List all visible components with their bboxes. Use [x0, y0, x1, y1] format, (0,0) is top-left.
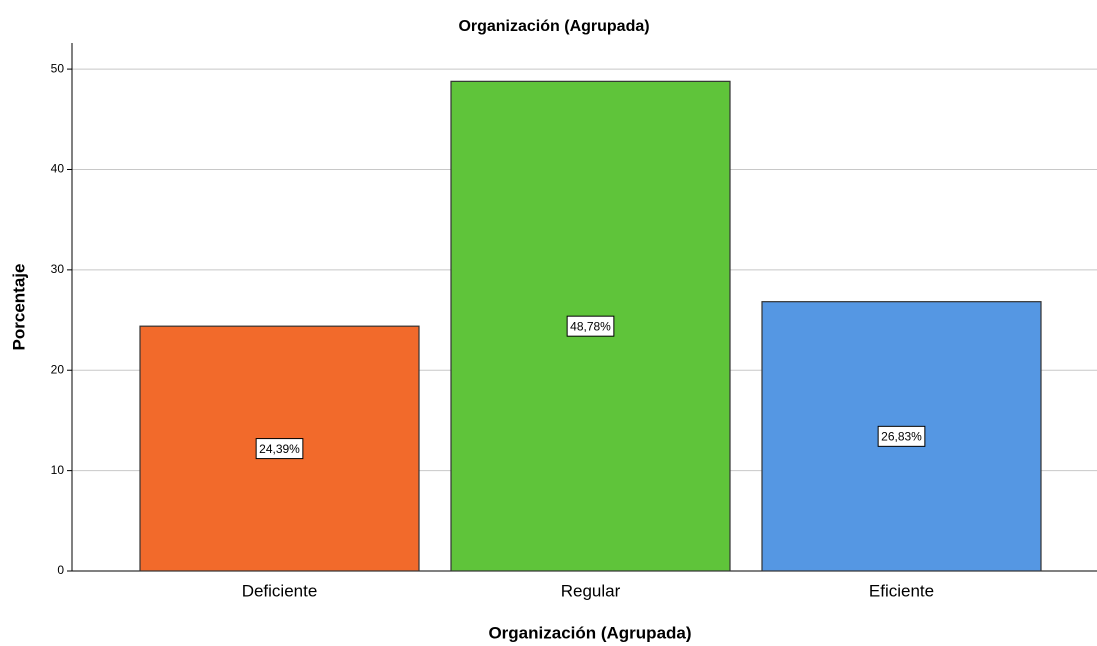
data-label: 26,83%	[881, 430, 922, 444]
y-tick-label: 30	[51, 262, 65, 276]
data-label: 24,39%	[259, 442, 300, 456]
y-tick-label: 50	[51, 61, 65, 75]
data-label: 48,78%	[570, 319, 611, 333]
y-tick-label: 20	[51, 362, 65, 376]
y-tick-label: 0	[57, 563, 64, 577]
data-label-box	[255, 438, 304, 460]
y-tick-label: 40	[51, 162, 65, 176]
y-tick-label: 10	[51, 463, 65, 477]
chart-title: Organización (Agrupada)	[458, 18, 649, 35]
x-tick-label: Eficiente	[869, 581, 934, 600]
y-axis-title: Porcentaje	[9, 264, 28, 351]
x-axis-title: Organización (Agrupada)	[488, 623, 691, 642]
data-label-box	[877, 425, 926, 447]
data-label-box	[566, 315, 615, 337]
x-tick-label: Regular	[561, 581, 621, 600]
x-tick-label: Deficiente	[242, 581, 318, 600]
